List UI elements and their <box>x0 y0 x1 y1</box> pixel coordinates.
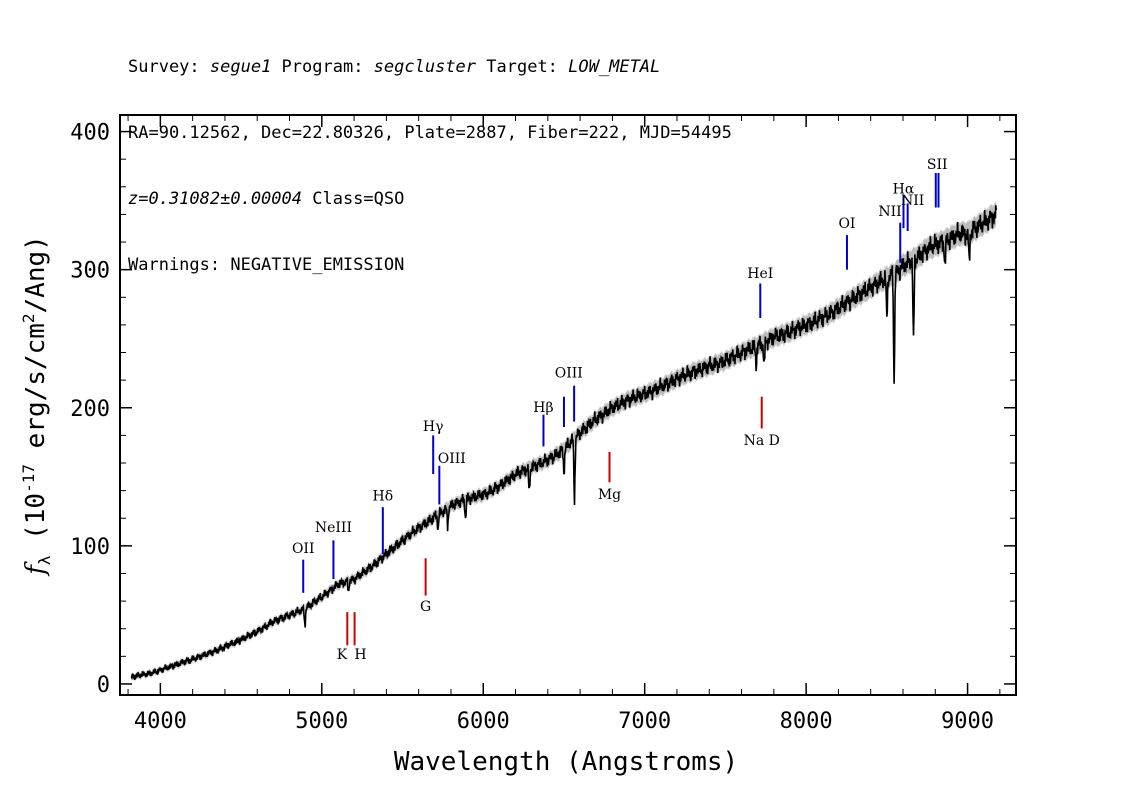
error-band <box>131 200 997 683</box>
target-value: LOW_METAL <box>568 57 661 77</box>
survey-value: segue1 <box>209 57 272 77</box>
emission-line-label: SII <box>927 157 948 173</box>
x-axis-title: Wavelength (Angstroms) <box>394 747 738 777</box>
x-tick-label: 5000 <box>295 709 348 734</box>
emission-line-label: Hα <box>893 182 915 198</box>
absorption-line-label: G <box>420 599 431 615</box>
survey-label: Survey: <box>128 57 210 77</box>
y-axis-title-mid: erg/s/cm <box>21 323 51 464</box>
emission-line-label: OIII <box>438 451 466 467</box>
target-label: Target: <box>476 57 569 77</box>
emission-line-label: OII <box>292 541 315 557</box>
y-axis-title: fλ (10-17 erg/s/cm2/Ang) <box>19 235 54 577</box>
emission-line-label: OIII <box>555 365 583 381</box>
emission-line-label: NeIII <box>315 520 352 536</box>
absorption-line-label: Mg <box>598 487 621 503</box>
absorption-line-label: Na D <box>744 433 780 449</box>
program-value: segcluster <box>373 57 477 77</box>
y-axis-title-pre: (10 <box>21 493 51 556</box>
header-line-survey: Survey: segue1 Program: segcluster Targe… <box>128 56 732 78</box>
x-tick-label: 9000 <box>941 709 994 734</box>
class-value: Class=QSO <box>302 189 405 209</box>
y-tick-label: 200 <box>70 397 110 422</box>
emission-line-label: Hγ <box>423 419 444 435</box>
x-tick-label: 7000 <box>618 709 671 734</box>
axis-ticks: 4000 5000 6000 7000 8000 9000 0 100 200 300 400 <box>70 115 1016 734</box>
absorption-line-label: K <box>337 647 348 663</box>
emission-line-label: Hβ <box>533 400 553 416</box>
spectrum-header: Survey: segue1 Program: segcluster Targe… <box>128 12 732 298</box>
plot-frame <box>119 114 1017 696</box>
error-band-shape <box>131 200 997 683</box>
redshift-value: z=0.31082±0.00004 <box>128 189 302 209</box>
y-tick-label: 100 <box>70 535 110 560</box>
program-label: Program: <box>271 57 374 77</box>
y-tick-label: 300 <box>70 259 110 284</box>
spectrum-line <box>130 205 998 681</box>
y-axis-title-post: /Ang) <box>21 235 51 313</box>
emission-line-label: HeI <box>747 266 773 282</box>
header-line-warnings: Warnings: NEGATIVE_EMISSION <box>128 255 405 275</box>
y-tick-label: 0 <box>97 673 110 698</box>
absorption-line-label: H <box>354 647 366 663</box>
emission-line-label: NII <box>901 193 924 209</box>
y-axis-title-sub: λ <box>35 555 54 565</box>
header-line-redshift: z=0.31082±0.00004 Class=QSO <box>128 188 732 210</box>
x-tick-label: 6000 <box>457 709 510 734</box>
header-line-coordinates: RA=90.12562, Dec=22.80326, Plate=2887, F… <box>128 123 732 143</box>
y-axis-title-exp2: 2 <box>19 313 38 323</box>
spectrum-flux-line <box>130 205 998 681</box>
y-axis-title-exp1: -17 <box>19 464 38 493</box>
y-tick-label: 400 <box>70 121 110 146</box>
emission-line-label: NII <box>878 204 901 220</box>
emission-line-label: Hδ <box>373 488 394 504</box>
x-tick-label: 8000 <box>780 709 833 734</box>
emission-line-label: OI <box>838 216 855 232</box>
x-tick-label: 4000 <box>134 709 187 734</box>
